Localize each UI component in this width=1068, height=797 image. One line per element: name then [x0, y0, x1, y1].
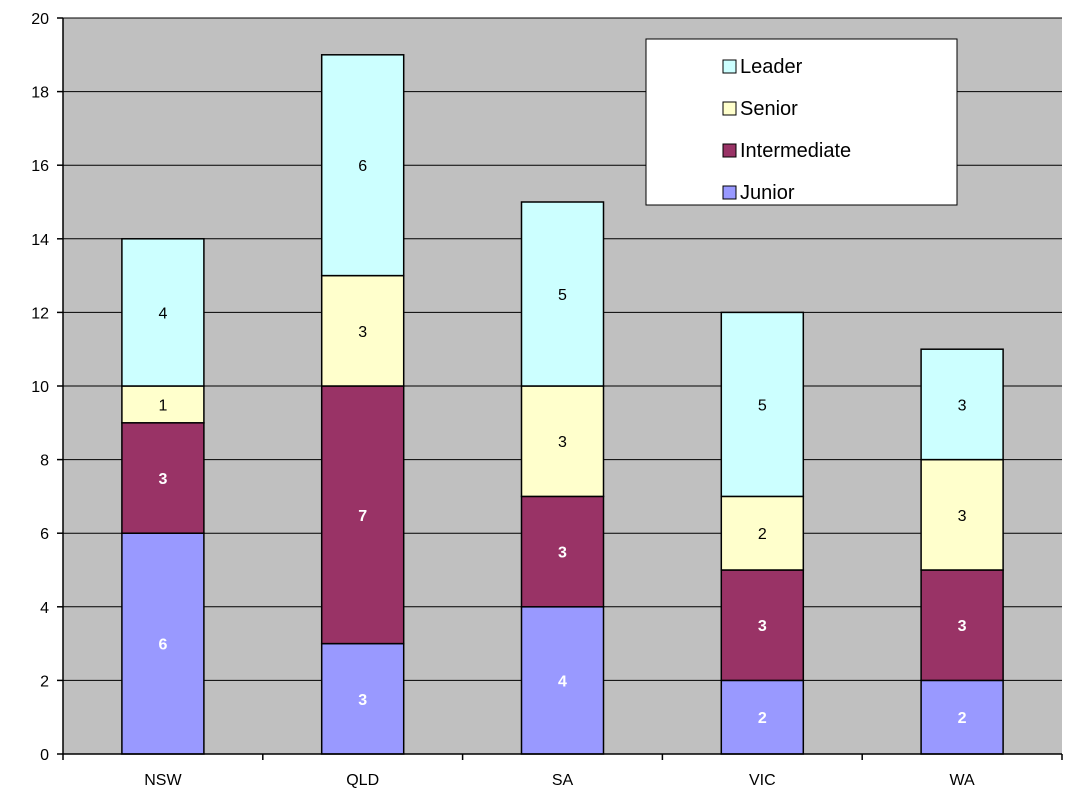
legend-item-leader: Leader [722, 56, 803, 78]
bar-segment-intermediate-qld [320, 385, 405, 645]
bar-segment-senior-sa [520, 385, 605, 498]
x-tick-label-qld: QLD [346, 772, 379, 789]
bar-stack-nsw: 6 3 1 4 [121, 238, 205, 755]
bar-segment-intermediate-vic [720, 569, 805, 682]
data-label-intermediate-qld: 7 [358, 508, 367, 525]
data-label-intermediate-vic: 3 [758, 618, 767, 635]
y-tick-label: 20 [31, 11, 49, 28]
data-label-senior-qld: 3 [358, 324, 367, 341]
data-label-leader-sa: 5 [558, 287, 567, 304]
bar-stack-wa: 2 3 3 3 [920, 348, 1004, 755]
legend-swatch-intermediate [722, 143, 737, 158]
legend-item-senior: Senior [722, 98, 798, 120]
data-label-junior-qld: 3 [358, 692, 367, 709]
y-tick-labels: 0 2 4 6 8 10 12 14 16 18 20 [31, 11, 49, 764]
bar-stack-sa: 4 3 3 5 [520, 201, 605, 755]
y-tick-label: 2 [40, 673, 49, 690]
bar-segment-leader-wa [920, 348, 1004, 461]
bar-segment-intermediate-nsw [121, 422, 205, 534]
y-tick-label: 16 [31, 158, 49, 175]
y-tick-label: 12 [31, 305, 49, 322]
bar-segment-junior-sa [520, 606, 605, 755]
y-tick-label: 10 [31, 379, 49, 396]
axes [57, 17, 1063, 760]
x-tick-label-vic: VIC [749, 772, 776, 789]
data-label-senior-vic: 2 [758, 526, 767, 543]
legend: Leader Senior Intermediate Junior [645, 38, 958, 206]
data-label-intermediate-wa: 3 [958, 618, 967, 635]
y-tick-label: 0 [40, 747, 49, 764]
data-label-intermediate-nsw: 3 [158, 471, 167, 488]
data-label-leader-vic: 5 [758, 397, 767, 414]
legend-box [645, 38, 958, 206]
bar-segment-senior-vic [720, 495, 805, 571]
data-label-leader-qld: 6 [358, 158, 367, 175]
x-tick-label-nsw: NSW [144, 772, 182, 789]
y-tick-label: 6 [40, 526, 49, 543]
x-tick-label-wa: WA [950, 772, 976, 789]
data-label-leader-wa: 3 [958, 397, 967, 414]
bar-segment-intermediate-sa [520, 495, 605, 608]
bar-segment-leader-sa [520, 201, 605, 387]
bar-segment-junior-nsw [121, 532, 205, 755]
legend-label-junior: Junior [740, 182, 795, 204]
legend-swatch-junior [722, 185, 737, 200]
bar-segment-leader-vic [720, 311, 805, 498]
data-label-intermediate-sa: 3 [558, 545, 567, 562]
y-tick-label: 14 [31, 232, 49, 249]
bar-segment-leader-nsw [121, 238, 205, 387]
bar-segment-intermediate-wa [920, 569, 1004, 682]
legend-item-junior: Junior [722, 182, 795, 204]
y-tick-label: 8 [40, 453, 49, 470]
data-label-senior-sa: 3 [558, 434, 567, 451]
y-tick-label: 18 [31, 85, 49, 102]
bar-segment-senior-wa [920, 458, 1004, 571]
bar-segment-junior-vic [720, 679, 805, 755]
bar-stack-vic: 2 3 2 5 [720, 311, 805, 755]
data-label-senior-nsw: 1 [158, 397, 167, 414]
legend-swatch-leader [722, 59, 737, 74]
bars: 6 3 1 4 3 7 3 6 4 3 3 5 2 3 2 5 2 3 3 3 [121, 54, 1004, 755]
bar-stack-qld: 3 7 3 6 [320, 54, 405, 755]
x-tick-label-sa: SA [552, 772, 574, 789]
data-label-junior-wa: 2 [958, 710, 967, 727]
legend-swatch-senior [722, 101, 737, 116]
legend-label-senior: Senior [740, 98, 798, 120]
data-label-junior-nsw: 6 [158, 637, 167, 654]
y-tick-label: 4 [40, 600, 49, 617]
data-label-leader-nsw: 4 [158, 305, 167, 322]
x-tick-labels: NSW QLD SA VIC WA [144, 772, 975, 789]
data-label-junior-sa: 4 [558, 673, 567, 690]
bar-segment-leader-qld [320, 54, 405, 277]
legend-label-intermediate: Intermediate [740, 140, 851, 162]
data-label-junior-vic: 2 [758, 710, 767, 727]
legend-label-leader: Leader [740, 56, 803, 78]
legend-item-intermediate: Intermediate [722, 140, 851, 162]
bar-segment-junior-qld [320, 642, 405, 755]
data-label-senior-wa: 3 [958, 508, 967, 525]
